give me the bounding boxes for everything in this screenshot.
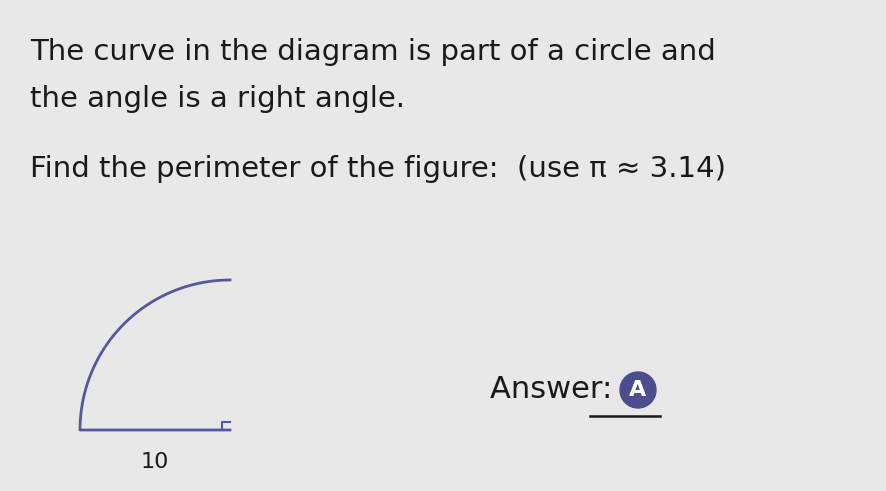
Text: 10: 10: [141, 452, 169, 472]
Text: Find the perimeter of the figure:  (use π ≈ 3.14): Find the perimeter of the figure: (use π…: [30, 155, 725, 183]
Text: Answer:: Answer:: [489, 376, 621, 405]
Text: The curve in the diagram is part of a circle and: The curve in the diagram is part of a ci…: [30, 38, 715, 66]
Circle shape: [619, 372, 656, 408]
Text: the angle is a right angle.: the angle is a right angle.: [30, 85, 405, 113]
Text: A: A: [629, 380, 646, 400]
